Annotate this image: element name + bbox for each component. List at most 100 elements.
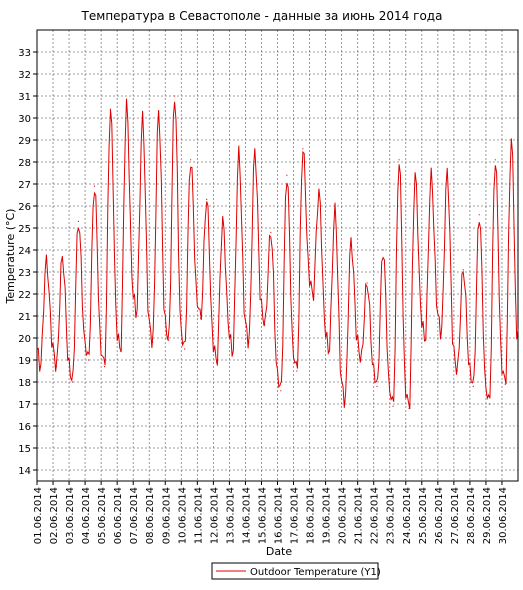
point-daily-max bbox=[478, 214, 480, 216]
point-daily-max bbox=[109, 108, 112, 110]
point-daily-min bbox=[264, 324, 266, 326]
x-tick-label: 19.06.2014 bbox=[322, 487, 333, 544]
point-daily-min bbox=[392, 405, 394, 407]
point-daily-max bbox=[382, 249, 384, 251]
x-tick-label: 28.06.2014 bbox=[466, 487, 477, 544]
point-daily-min bbox=[55, 366, 57, 368]
x-axis: 01.06.2014 02.06.2014 03.06.2014 04.06.2014… bbox=[33, 481, 509, 544]
y-tick-label: 15 bbox=[18, 444, 31, 455]
point-daily-max bbox=[125, 104, 128, 106]
x-tick-label: 26.06.2014 bbox=[434, 487, 445, 544]
point-daily-min bbox=[184, 348, 186, 350]
point-daily-min bbox=[71, 381, 74, 383]
legend-box bbox=[211, 562, 379, 580]
point-daily-min bbox=[344, 401, 346, 403]
y-tick-label: 28 bbox=[18, 158, 31, 169]
point-daily-min bbox=[472, 385, 474, 387]
x-tick-label: 17.06.2014 bbox=[290, 487, 301, 544]
y-tick-label: 31 bbox=[18, 92, 31, 103]
point-daily-min bbox=[456, 370, 458, 372]
x-tick-label: 16.06.2014 bbox=[274, 487, 285, 544]
point-daily-min bbox=[151, 341, 154, 343]
point-daily-min bbox=[504, 383, 506, 385]
x-tick-label: 29.06.2014 bbox=[482, 487, 493, 544]
x-tick-label: 05.06.2014 bbox=[97, 487, 108, 544]
chart-title: Температура в Севастополе - данные за ию… bbox=[81, 9, 443, 23]
point-daily-max bbox=[190, 159, 192, 161]
x-tick-label: 02.06.2014 bbox=[49, 487, 60, 544]
x-tick-label: 23.06.2014 bbox=[386, 487, 397, 544]
point-daily-max bbox=[45, 260, 47, 262]
series-group bbox=[36, 95, 519, 410]
x-tick-label: 11.06.2014 bbox=[193, 487, 204, 544]
x-tick-label: 12.06.2014 bbox=[209, 487, 220, 544]
y-tick-label: 18 bbox=[18, 378, 31, 389]
x-tick-label: 04.06.2014 bbox=[81, 487, 92, 544]
y-tick-label: 19 bbox=[18, 356, 31, 367]
point-daily-max bbox=[61, 256, 63, 258]
x-tick-label: 10.06.2014 bbox=[177, 487, 188, 544]
x-tick-label: 08.06.2014 bbox=[145, 487, 156, 544]
point-daily-max bbox=[141, 117, 144, 119]
x-tick-label: 27.06.2014 bbox=[450, 487, 461, 544]
y-tick-label: 23 bbox=[18, 268, 31, 279]
y-tick-label: 16 bbox=[18, 422, 31, 433]
y-tick-label: 14 bbox=[18, 466, 31, 477]
y-tick-label: 29 bbox=[18, 136, 31, 147]
point-daily-min bbox=[39, 366, 41, 368]
x-tick-label: 01.06.2014 bbox=[33, 487, 44, 544]
point-daily-max bbox=[366, 282, 368, 284]
x-tick-label: 30.06.2014 bbox=[498, 487, 509, 544]
point-daily-min bbox=[248, 341, 250, 343]
x-tick-label: 14.06.2014 bbox=[241, 487, 252, 544]
point-daily-min bbox=[328, 350, 330, 352]
y-axis-label: Temperature (°C) bbox=[4, 209, 17, 305]
point-daily-max bbox=[430, 174, 432, 176]
point-daily-max bbox=[270, 231, 272, 233]
legend: Outdoor Temperature (Y1) bbox=[211, 562, 381, 580]
point-daily-min bbox=[280, 390, 282, 392]
point-daily-max bbox=[206, 198, 208, 200]
point-daily-min bbox=[168, 339, 170, 341]
point-daily-max bbox=[174, 95, 176, 97]
x-tick-label: 20.06.2014 bbox=[338, 487, 349, 544]
point-daily-min bbox=[312, 295, 314, 297]
point-daily-max bbox=[318, 192, 320, 194]
point-daily-max bbox=[510, 139, 512, 141]
x-tick-label: 24.06.2014 bbox=[402, 487, 413, 544]
y-tick-label: 26 bbox=[18, 202, 31, 213]
point-daily-max bbox=[254, 150, 256, 152]
point-daily-max bbox=[93, 185, 96, 187]
point-daily-min bbox=[232, 352, 234, 354]
point-daily-max bbox=[350, 240, 352, 242]
y-tick-label: 27 bbox=[18, 180, 31, 191]
point-daily-min bbox=[135, 313, 138, 315]
point-daily-min bbox=[119, 350, 122, 352]
x-tick-label: 13.06.2014 bbox=[225, 487, 236, 544]
y-axis: 14 15 16 17 18 19 20 21 22 23 24 25 26 27 28 29 30 31 32 33 bbox=[18, 48, 37, 477]
point-daily-max bbox=[302, 148, 304, 150]
point-daily-max bbox=[238, 152, 240, 154]
x-tick-label: 22.06.2014 bbox=[370, 487, 381, 544]
point-daily-min bbox=[296, 370, 298, 372]
point-daily-max bbox=[494, 159, 496, 161]
y-tick-label: 25 bbox=[18, 224, 31, 235]
x-tick-label: 07.06.2014 bbox=[129, 487, 140, 544]
y-tick-label: 20 bbox=[18, 334, 31, 345]
point-daily-min bbox=[408, 407, 410, 409]
point-daily-max bbox=[414, 174, 416, 176]
point-daily-max bbox=[398, 159, 400, 161]
grid bbox=[37, 30, 518, 481]
y-tick-label: 32 bbox=[18, 70, 31, 81]
point-daily-max bbox=[222, 220, 224, 222]
legend-entry-outdoor-temperature: Outdoor Temperature (Y1) bbox=[250, 567, 381, 578]
series-line-outdoor-temperature bbox=[36, 98, 519, 410]
point-daily-max bbox=[286, 174, 288, 176]
x-tick-label: 03.06.2014 bbox=[65, 487, 76, 544]
y-tick-label: 17 bbox=[18, 400, 31, 411]
point-daily-min bbox=[440, 333, 442, 335]
x-axis-label: Date bbox=[266, 545, 293, 558]
x-tick-label: 09.06.2014 bbox=[161, 487, 172, 544]
point-daily-max bbox=[446, 172, 448, 174]
